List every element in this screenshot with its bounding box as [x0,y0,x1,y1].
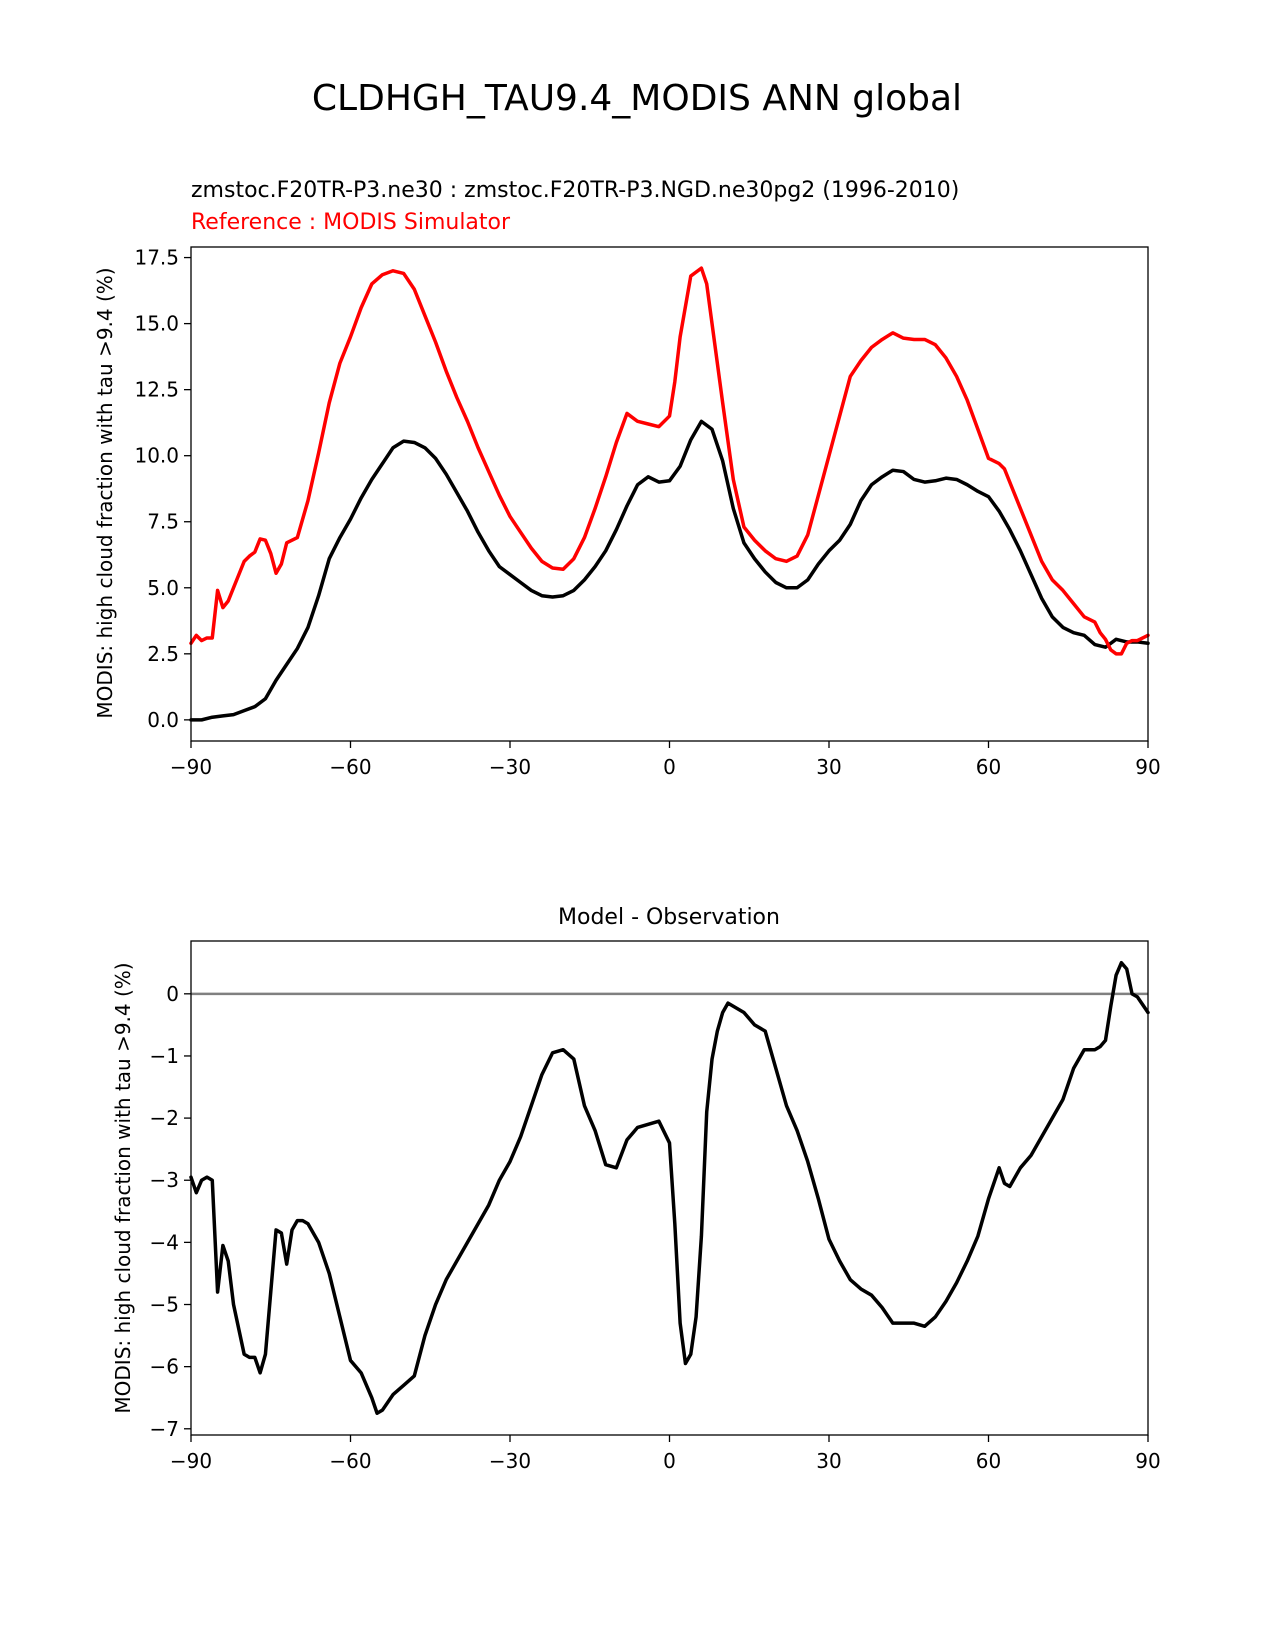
bottom-xtick-label: −90 [170,1449,212,1473]
top-xticks: −90 −60 −30 0 30 60 90 [170,741,1161,779]
top-xtick-label: 90 [1135,755,1160,779]
bottom-xtick-label: 0 [663,1449,676,1473]
bottom-xtick-label: 90 [1135,1449,1160,1473]
top-ytick-label: 17.5 [134,246,179,270]
bottom-ytick-label: −5 [150,1293,179,1317]
top-ytick-label: 15.0 [134,312,179,336]
bottom-series-group [189,961,1150,1415]
top-subtitle-test: zmstoc.F20TR-P3.ne30 : zmstoc.F20TR-P3.N… [191,178,959,203]
top-xtick-label: 30 [816,755,841,779]
bottom-xtick-label: −30 [489,1449,531,1473]
top-xtick-label: 0 [663,755,676,779]
top-ytick-label: 12.5 [134,378,179,402]
top-ylabel: MODIS: high cloud fraction with tau >9.4… [93,267,117,718]
top-series-line-reference [189,266,1150,656]
bottom-xtick-label: 30 [816,1449,841,1473]
top-ytick-label: 7.5 [147,510,179,534]
figure-title: CLDHGH_TAU9.4_MODIS ANN global [312,78,962,119]
bottom-ytick-label: −1 [150,1044,179,1068]
top-series-group [189,266,1150,722]
bottom-yticks: 0 −1 −2 −3 −4 −5 −6 −7 [150,982,191,1441]
top-ytick-label: 2.5 [147,642,179,666]
top-ytick-label: 0.0 [147,708,179,732]
bottom-xtick-label: 60 [976,1449,1001,1473]
top-xtick-label: −90 [170,755,212,779]
top-ytick-label: 5.0 [147,576,179,600]
bottom-ytick-label: −3 [150,1168,179,1192]
bottom-xtick-label: −60 [329,1449,371,1473]
top-series-line-test [189,419,1150,722]
top-xtick-label: −60 [329,755,371,779]
top-xtick-label: −30 [489,755,531,779]
top-subtitle-reference: Reference : MODIS Simulator [191,210,511,235]
bottom-ytick-label: −7 [150,1417,179,1441]
bottom-ytick-label: 0 [166,982,179,1006]
bottom-ytick-label: −4 [150,1230,179,1254]
bottom-ytick-label: −2 [150,1106,179,1130]
top-ytick-label: 10.0 [134,444,179,468]
bottom-series-line-difference [189,961,1150,1415]
bottom-title: Model - Observation [558,905,780,930]
top-yticks: 0.0 2.5 5.0 7.5 10.0 12.5 15.0 17.5 [134,246,191,732]
bottom-ylabel: MODIS: high cloud fraction with tau >9.4… [111,962,135,1413]
bottom-xticks: −90 −60 −30 0 30 60 90 [170,1435,1161,1473]
bottom-ytick-label: −6 [150,1355,179,1379]
bottom-panel: Model - Observation MODIS: high cloud fr… [111,905,1161,1473]
top-panel: zmstoc.F20TR-P3.ne30 : zmstoc.F20TR-P3.N… [93,178,1161,779]
top-xtick-label: 60 [976,755,1001,779]
